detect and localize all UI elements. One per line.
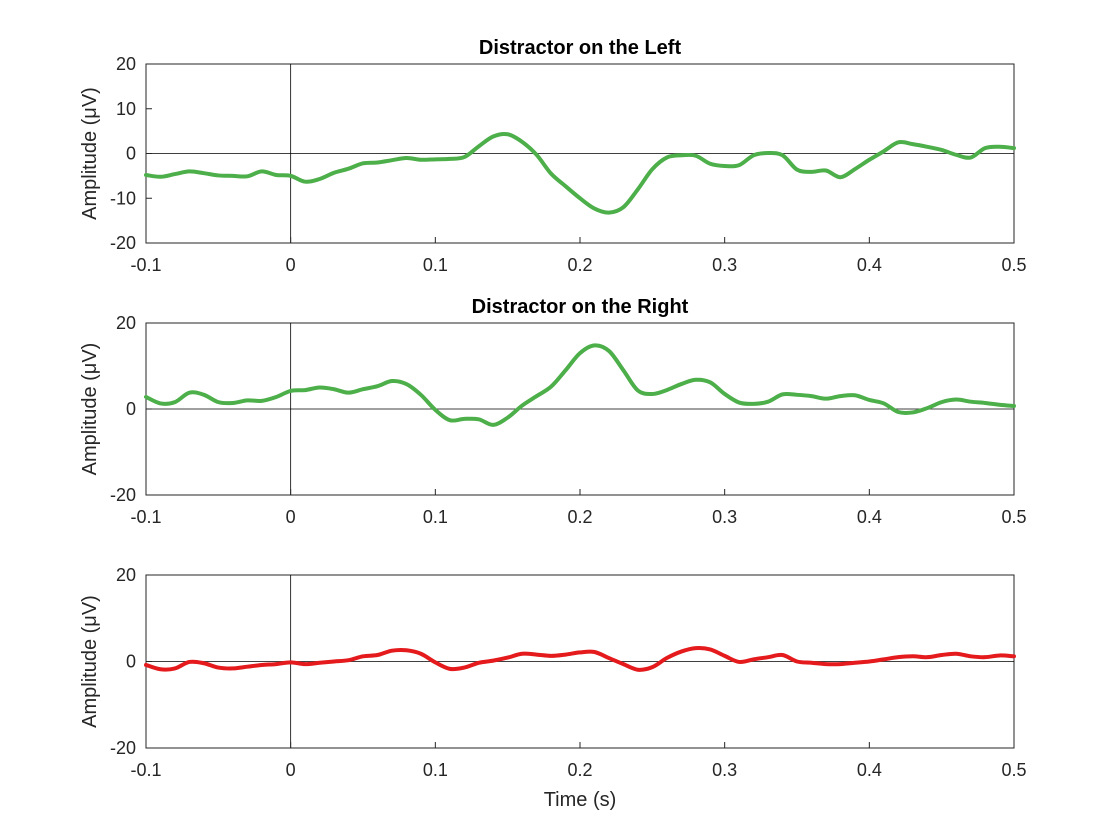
y-tick-label: -20: [110, 233, 136, 253]
series-line: [144, 645, 1016, 672]
y-tick-label: -20: [110, 485, 136, 505]
y-axis-label: Amplitude (μV): [79, 595, 101, 728]
x-axis-label: Time (s): [544, 789, 617, 811]
x-tick-label: 0.4: [857, 507, 882, 527]
x-tick-label: 0.5: [1001, 760, 1026, 780]
x-tick-label: -0.1: [130, 760, 161, 780]
x-tick-label: 0.4: [857, 760, 882, 780]
y-tick-label: 10: [116, 99, 136, 119]
series-line: [144, 343, 1016, 427]
x-tick-label: 0.1: [423, 255, 448, 275]
y-axis-label: Amplitude (μV): [79, 87, 101, 220]
x-tick-label: 0.1: [423, 507, 448, 527]
x-tick-label: 0: [286, 255, 296, 275]
x-tick-label: -0.1: [130, 507, 161, 527]
y-tick-label: 0: [126, 652, 136, 672]
y-tick-label: 0: [126, 144, 136, 164]
y-tick-label: 20: [116, 565, 136, 585]
panel-2: -0.1 0 0.1 0.2 0.3 0.4 0.5 20 0 -20 Amplitude (μV)…: [79, 296, 1027, 527]
y-tick-label: 20: [116, 54, 136, 74]
y-tick-label: -10: [110, 188, 136, 208]
x-tick-label: 0.1: [423, 760, 448, 780]
panel-title: Distractor on the Right: [472, 296, 689, 318]
x-tick-label: -0.1: [130, 255, 161, 275]
series-line: [144, 131, 1016, 215]
panel-title: Distractor on the Left: [479, 37, 682, 59]
y-tick-label: 0: [126, 399, 136, 419]
y-tick-label: 20: [116, 313, 136, 333]
panel-1: -0.1 0 0.1 0.2 0.3 0.4 0.5 20 10 0 -10 -20 Amplitude…: [79, 37, 1027, 275]
x-tick-label: 0.2: [567, 760, 592, 780]
x-tick-label: 0: [286, 760, 296, 780]
x-tick-label: 0.4: [857, 255, 882, 275]
x-tick-label: 0.2: [567, 507, 592, 527]
panel-3: -0.1 0 0.1 0.2 0.3 0.4 0.5 20 0 -20 Amplitude (μV)…: [79, 565, 1027, 811]
x-tick-label: 0.5: [1001, 507, 1026, 527]
x-tick-label: 0.3: [712, 760, 737, 780]
y-tick-label: -20: [110, 738, 136, 758]
y-axis-label: Amplitude (μV): [79, 343, 101, 476]
x-tick-label: 0.2: [567, 255, 592, 275]
x-tick-label: 0.3: [712, 255, 737, 275]
x-tick-label: 0.3: [712, 507, 737, 527]
x-tick-label: 0: [286, 507, 296, 527]
x-tick-label: 0.5: [1001, 255, 1026, 275]
